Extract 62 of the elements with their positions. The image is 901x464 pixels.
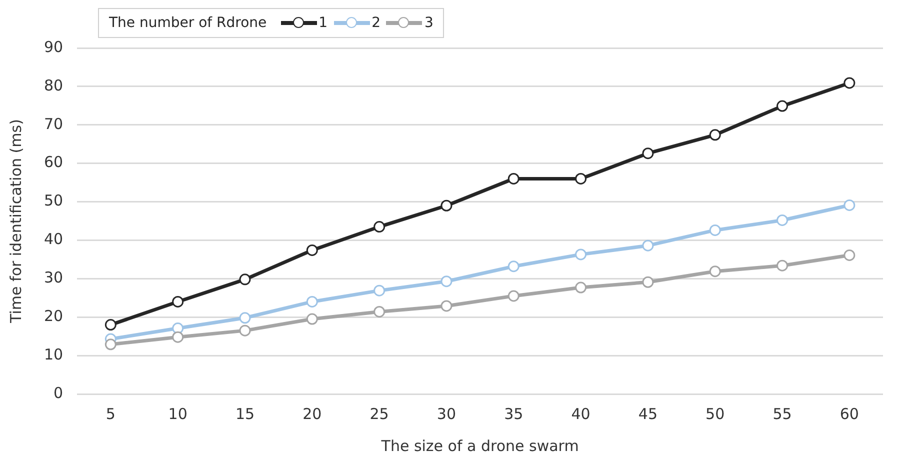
point — [374, 221, 386, 233]
point — [239, 312, 251, 324]
point — [575, 172, 587, 184]
y-tick-label: 40 — [44, 230, 64, 248]
x-tick-label: 20 — [302, 404, 322, 423]
point — [239, 274, 251, 286]
y-tick-label: 90 — [44, 38, 64, 56]
x-tick-label: 5 — [106, 404, 116, 423]
point — [104, 338, 116, 350]
point — [776, 214, 788, 226]
x-tick-label: 45 — [638, 404, 658, 423]
legend-label: 2 — [372, 15, 380, 31]
x-tick-label: 55 — [772, 404, 792, 423]
point — [508, 260, 520, 272]
y-tick-label: 0 — [54, 384, 64, 402]
point — [508, 290, 520, 302]
point — [440, 300, 452, 312]
y-tick-label: 50 — [44, 192, 64, 210]
y-tick-label: 70 — [44, 114, 64, 133]
x-tick-label: 35 — [504, 404, 524, 423]
point — [306, 296, 318, 308]
point — [709, 224, 721, 236]
x-axis-title: The size of a drone swarm — [380, 436, 579, 455]
y-tick-label: 30 — [44, 268, 64, 287]
point — [642, 240, 654, 252]
point — [306, 244, 318, 256]
point — [508, 172, 520, 184]
legend-title: The number of Rdrone — [109, 15, 267, 31]
x-tick-label: 40 — [571, 404, 590, 423]
x-tick-label: 15 — [235, 404, 255, 423]
point — [374, 306, 386, 318]
legend-label: 3 — [424, 15, 434, 31]
point — [172, 296, 184, 308]
point — [844, 249, 856, 261]
point — [440, 276, 452, 288]
y-tick-label: 10 — [44, 345, 64, 364]
point — [709, 129, 721, 141]
point — [844, 77, 856, 89]
x-tick-label: 30 — [436, 404, 456, 423]
point — [709, 266, 721, 278]
point — [440, 200, 452, 212]
x-tick-label: 10 — [168, 404, 188, 423]
point — [306, 313, 318, 325]
x-tick-label: 50 — [706, 404, 725, 423]
point — [776, 260, 788, 272]
y-tick-label: 60 — [44, 153, 64, 172]
point — [776, 100, 788, 112]
point — [239, 324, 251, 336]
point — [642, 148, 654, 160]
y-tick-label: 80 — [44, 76, 64, 94]
point — [575, 248, 587, 260]
x-tick-label: 60 — [840, 404, 859, 423]
x-tick-label: 25 — [370, 404, 389, 423]
legend-label: 1 — [318, 15, 328, 31]
point — [844, 199, 856, 211]
point — [104, 319, 116, 331]
y-axis-title: Time for identification (ms) — [6, 119, 25, 324]
point — [374, 284, 386, 296]
point — [642, 276, 654, 288]
point — [575, 282, 587, 294]
point — [172, 331, 184, 343]
y-tick-label: 20 — [44, 307, 64, 325]
